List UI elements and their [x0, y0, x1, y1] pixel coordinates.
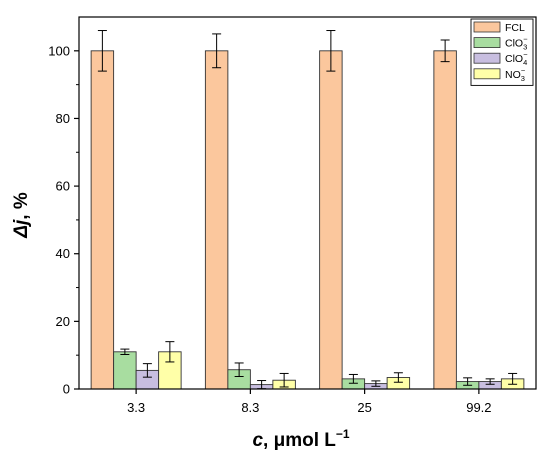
legend-label-0: FCL — [505, 22, 525, 34]
y-axis-title-unit: , % — [11, 192, 32, 220]
bar-series0-cat1 — [204, 50, 229, 390]
y-axis-title-var: Δj — [11, 219, 32, 239]
x-axis-title-unit: , μmol L — [263, 430, 336, 451]
plot-frame — [78, 16, 537, 390]
legend-swatch-0 — [473, 21, 501, 33]
y-tick-label: 0 — [63, 382, 70, 397]
y-tick-label: 80 — [56, 111, 70, 126]
x-tick-label: 3.3 — [127, 400, 145, 415]
x-tick-label: 8.3 — [241, 400, 259, 415]
axes — [74, 16, 537, 394]
legend-swatch-2 — [473, 52, 501, 64]
x-tick-labels: 3.3 8.3 25 99.2 — [127, 400, 491, 415]
y-axis-title: Δj, % — [11, 192, 32, 239]
y-tick-labels: 0 20 40 60 80 100 — [48, 43, 70, 396]
bar-series0-cat2 — [319, 50, 343, 390]
x-axis-title-sup: −1 — [336, 427, 350, 441]
legend-swatch-1 — [473, 37, 501, 48]
x-tick-label: 99.2 — [466, 400, 491, 415]
legend-swatch-3 — [473, 68, 501, 80]
x-axis-title: c, μmol L−1 — [252, 427, 349, 451]
x-axis-title-var: c — [252, 430, 263, 451]
y-tick-label: 40 — [56, 246, 70, 261]
bar-series0-cat0 — [90, 50, 115, 390]
legend-label-3: NO3− — [505, 66, 526, 83]
y-tick-label: 60 — [56, 179, 70, 194]
bar-series0-cat3 — [433, 50, 457, 390]
bars-layer — [90, 50, 525, 390]
legend-label-1: ClO3− — [505, 35, 528, 52]
y-tick-label: 100 — [48, 43, 70, 58]
y-tick-label: 20 — [56, 314, 70, 329]
bar-series1-cat0 — [113, 351, 137, 390]
x-tick-label: 25 — [357, 400, 371, 415]
legend-label-2: ClO4− — [505, 50, 528, 67]
error-bars-layer — [97, 30, 518, 390]
